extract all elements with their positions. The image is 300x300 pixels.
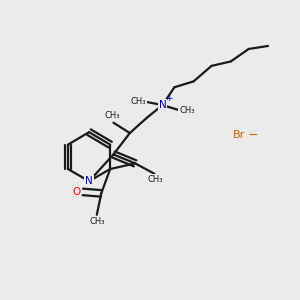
- Text: CH₃: CH₃: [147, 175, 163, 184]
- Text: O: O: [72, 187, 80, 197]
- Text: N: N: [159, 100, 167, 110]
- Text: Br: Br: [233, 130, 245, 140]
- Text: +: +: [165, 94, 172, 103]
- Text: −: −: [248, 129, 259, 142]
- Text: CH₃: CH₃: [89, 217, 104, 226]
- Text: CH₃: CH₃: [130, 97, 146, 106]
- Text: CH₃: CH₃: [179, 106, 195, 115]
- Text: N: N: [85, 176, 93, 186]
- Text: CH₃: CH₃: [104, 111, 120, 120]
